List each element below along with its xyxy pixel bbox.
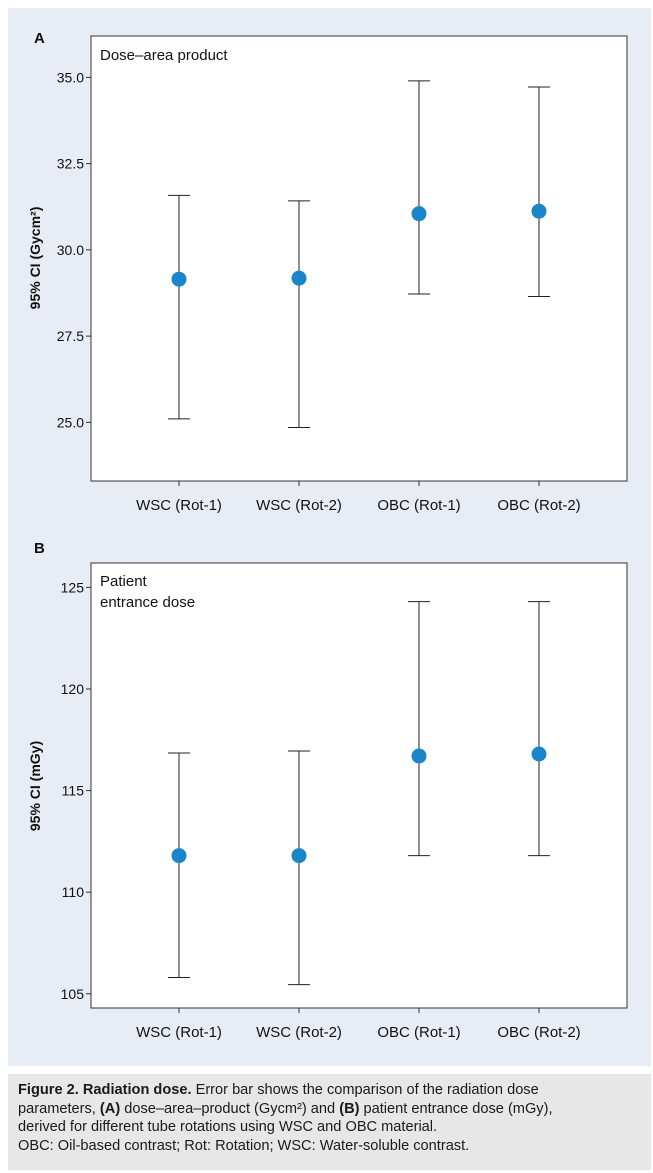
chart-a-xtick-label: WSC (Rot-2) [256,497,342,514]
caption-line-2-post: patient entrance dose (mGy), [359,1100,553,1117]
caption-bold-a: (A) [99,1100,121,1117]
chart-b-errorbar [528,601,550,857]
chart-a: A Dose–area product 95% CI (Gycm²) 25.0 2… [27,30,628,514]
chart-a-mean-point [531,203,547,219]
chart-a-errorbar [288,200,310,429]
chart-b-mean-point [291,848,307,864]
chart-b-xtick-label: WSC (Rot-2) [256,1024,342,1041]
chart-b-xtick-label: OBC (Rot-2) [497,1024,580,1041]
chart-b-mean-point [171,848,187,864]
chart-b-ytick-label: 120 [61,681,85,697]
chart-b-mean-point [531,746,547,762]
chart-a-plot-area [90,35,628,482]
chart-b-plot-area [90,562,628,1009]
caption-line-1-text: Error bar shows the comparison of the ra… [191,1082,539,1098]
chart-a-panel-label: A [34,30,45,47]
caption-bold-b: (B) [339,1100,360,1117]
chart-a-ylabel: 95% CI (Gycm²) [27,207,43,310]
chart-a-ytick-label: 27.5 [57,328,84,344]
chart-b-ytick-label: 105 [61,986,85,1002]
chart-a-xtick-label: OBC (Rot-1) [377,497,460,514]
caption-line-3: derived for different tube rotations usi… [18,1119,438,1136]
chart-b-xtick-label: OBC (Rot-1) [377,1024,460,1041]
figure-charts: A Dose–area product 95% CI (Gycm²) 25.0 2… [27,30,628,1041]
chart-b: B Patient entrance dose 95% CI (mGy) 105… [27,540,628,1041]
caption-line-4: OBC: Oil-based contrast; Rot: Rotation; … [18,1137,470,1154]
chart-b-errorbar [288,750,310,986]
caption-line-2-pre: parameters, [18,1100,100,1117]
chart-b-errorbar [168,752,190,979]
chart-a-ytick-label: 35.0 [57,69,84,85]
chart-b-ytick-label: 110 [62,884,85,900]
chart-a-ytick-label: 25.0 [57,414,84,430]
chart-a-errorbar [408,80,430,295]
caption-figure-label: Figure 2. Radiation dose. [18,1082,192,1098]
caption-line-1: Figure 2. Radiation dose. Error bar show… [18,1081,641,1100]
chart-a-mean-point [291,270,307,286]
chart-a-errorbar [168,194,190,420]
chart-b-xtick-label: WSC (Rot-1) [136,1024,222,1041]
chart-b-mean-point [411,748,427,764]
chart-b-ytick-label: 125 [61,579,85,595]
chart-b-ytick-label: 115 [62,783,85,799]
chart-a-mean-point [411,206,427,222]
chart-a-title: Dose–area product [100,47,228,64]
chart-b-title-line-2: entrance dose [100,594,195,611]
chart-b-title-line-1: Patient [100,573,148,590]
chart-a-errorbar [528,86,550,297]
chart-a-xtick-label: OBC (Rot-2) [497,497,580,514]
chart-b-errorbar [408,601,430,857]
figure-caption: Figure 2. Radiation dose. Error bar show… [8,1074,651,1170]
chart-a-mean-point [171,271,187,287]
caption-line-2-mid: dose–area–product (Gycm²) and [120,1100,340,1117]
chart-b-ylabel: 95% CI (mGy) [27,741,43,831]
chart-a-ytick-label: 32.5 [57,156,84,172]
caption-line-2: parameters, (A) dose–area–product (Gycm²… [18,1100,641,1119]
chart-a-xtick-label: WSC (Rot-1) [136,497,222,514]
chart-b-panel-label: B [34,540,45,557]
chart-a-ytick-label: 30.0 [57,242,84,258]
